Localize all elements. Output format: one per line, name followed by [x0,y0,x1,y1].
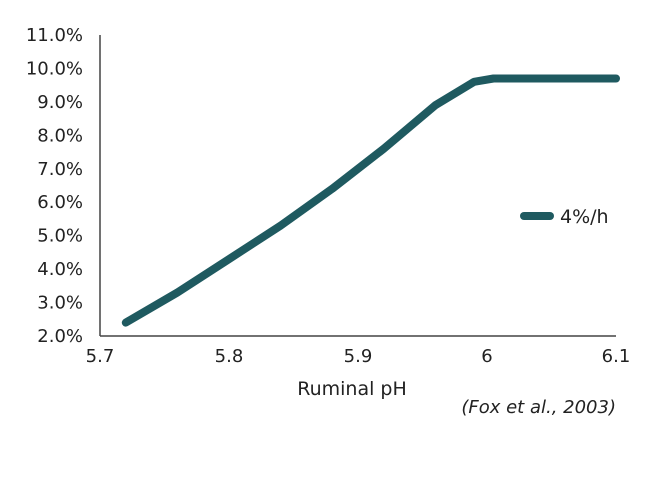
x-tick-label: 5.7 [86,346,115,367]
x-tick-label: 6 [481,346,492,367]
series-line-4-percent-per-h [121,74,620,327]
y-tick-label: 11.0% [26,25,83,46]
x-tick-label: 5.8 [215,346,244,367]
y-tick-label: 2.0% [37,326,83,347]
y-tick-label: 5.0% [37,226,83,247]
legend-label-4-percent-per-h: 4%/h [560,206,609,228]
x-axis-tick-labels: 5.7 5.8 5.9 6 6.1 [86,346,631,367]
x-axis-title: Ruminal pH [297,378,407,400]
y-tick-label: 8.0% [37,125,83,146]
legend: 4%/h [520,206,609,228]
source-note: (Fox et al., 2003) [461,397,616,418]
series-group [121,74,620,327]
y-tick-label: 3.0% [37,293,83,314]
y-tick-label: 4.0% [37,259,83,280]
x-tick-label: 5.9 [344,346,373,367]
y-tick-label: 9.0% [37,92,83,113]
x-tick-label: 6.1 [602,346,631,367]
y-tick-label: 7.0% [37,159,83,180]
y-tick-label: 10.0% [26,58,83,79]
y-tick-label: 6.0% [37,192,83,213]
y-axis-tick-labels: 2.0% 3.0% 4.0% 5.0% 6.0% 7.0% 8.0% 9.0% 10.0% 11.… [26,25,83,347]
